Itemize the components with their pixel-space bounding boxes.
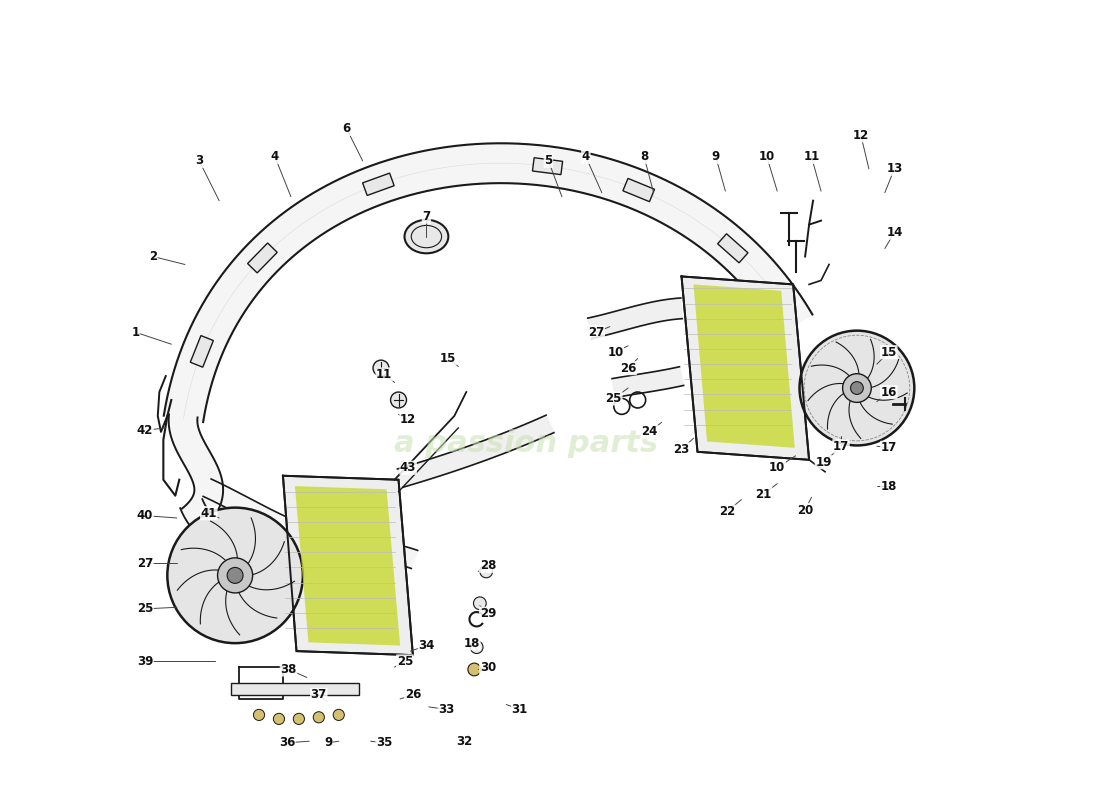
Text: 3: 3: [195, 154, 204, 167]
Text: 6: 6: [342, 122, 351, 135]
Text: 16: 16: [881, 386, 896, 398]
Polygon shape: [180, 499, 358, 601]
Polygon shape: [190, 335, 213, 367]
Text: 25: 25: [397, 655, 414, 668]
Circle shape: [468, 663, 481, 676]
Polygon shape: [587, 298, 682, 338]
Text: 31: 31: [512, 703, 528, 716]
Text: 30: 30: [480, 661, 496, 674]
Text: 18: 18: [881, 479, 896, 493]
Circle shape: [294, 714, 305, 725]
Text: 12: 12: [400, 414, 416, 426]
Text: 40: 40: [136, 509, 153, 522]
Polygon shape: [168, 414, 223, 530]
Circle shape: [333, 710, 344, 721]
Text: 9: 9: [324, 736, 332, 750]
Text: 27: 27: [588, 326, 604, 338]
Circle shape: [843, 374, 871, 402]
Text: 4: 4: [582, 150, 590, 163]
Polygon shape: [532, 158, 562, 174]
Text: 4: 4: [271, 150, 279, 163]
Circle shape: [471, 641, 483, 654]
Text: 26: 26: [405, 689, 421, 702]
Circle shape: [390, 392, 407, 408]
Text: 18: 18: [464, 637, 480, 650]
Text: 14: 14: [887, 226, 903, 239]
Circle shape: [314, 712, 324, 723]
Text: 38: 38: [280, 663, 297, 676]
Polygon shape: [164, 143, 813, 422]
Text: 37: 37: [310, 689, 327, 702]
Circle shape: [227, 567, 243, 583]
Polygon shape: [295, 486, 400, 646]
Text: 10: 10: [769, 462, 785, 474]
Text: 5: 5: [544, 154, 552, 167]
Polygon shape: [363, 173, 394, 195]
Polygon shape: [717, 234, 748, 263]
Text: 11: 11: [803, 150, 820, 163]
Text: 36: 36: [278, 736, 295, 750]
Polygon shape: [682, 277, 810, 460]
Circle shape: [800, 330, 914, 446]
Circle shape: [253, 710, 265, 721]
Text: 10: 10: [759, 150, 775, 163]
Text: 12: 12: [852, 129, 869, 142]
Polygon shape: [283, 476, 412, 655]
Circle shape: [373, 360, 389, 376]
Text: 23: 23: [673, 443, 690, 456]
Text: 34: 34: [418, 639, 434, 652]
Text: 2: 2: [148, 250, 157, 263]
Circle shape: [473, 597, 486, 610]
Circle shape: [218, 558, 253, 593]
Polygon shape: [248, 243, 277, 273]
Text: 25: 25: [606, 392, 621, 405]
Polygon shape: [204, 479, 418, 569]
Text: 25: 25: [136, 602, 153, 615]
Text: 42: 42: [136, 424, 153, 437]
Circle shape: [167, 508, 302, 643]
Circle shape: [480, 565, 493, 578]
Text: 11: 11: [376, 368, 393, 381]
Polygon shape: [397, 415, 554, 487]
Ellipse shape: [405, 220, 449, 254]
Text: 28: 28: [480, 559, 496, 572]
Text: 33: 33: [438, 703, 454, 716]
Text: 19: 19: [815, 456, 832, 469]
Text: a passion parts: a passion parts: [394, 430, 658, 458]
Text: 26: 26: [620, 362, 636, 374]
Text: 20: 20: [798, 503, 813, 517]
Circle shape: [850, 382, 864, 394]
Text: 41: 41: [200, 506, 217, 520]
Text: 15: 15: [440, 352, 456, 365]
Text: 35: 35: [376, 736, 393, 750]
Circle shape: [274, 714, 285, 725]
Text: 10: 10: [607, 346, 624, 358]
Polygon shape: [231, 683, 359, 695]
Polygon shape: [623, 178, 654, 202]
Text: 27: 27: [136, 557, 153, 570]
Text: 13: 13: [887, 162, 902, 175]
Text: 8: 8: [640, 150, 648, 163]
Text: 1: 1: [131, 326, 140, 338]
Text: 22: 22: [719, 505, 735, 518]
Text: 29: 29: [480, 607, 496, 620]
Text: 32: 32: [455, 734, 472, 748]
Text: 21: 21: [756, 487, 772, 501]
Text: 43: 43: [400, 462, 416, 474]
Text: 17: 17: [881, 442, 896, 454]
Polygon shape: [693, 285, 794, 448]
Text: 9: 9: [712, 150, 719, 163]
Polygon shape: [612, 366, 683, 398]
Text: 17: 17: [833, 440, 849, 453]
Text: 24: 24: [641, 426, 658, 438]
Text: 39: 39: [136, 655, 153, 668]
Text: 7: 7: [422, 210, 430, 223]
Text: 15: 15: [881, 346, 896, 358]
